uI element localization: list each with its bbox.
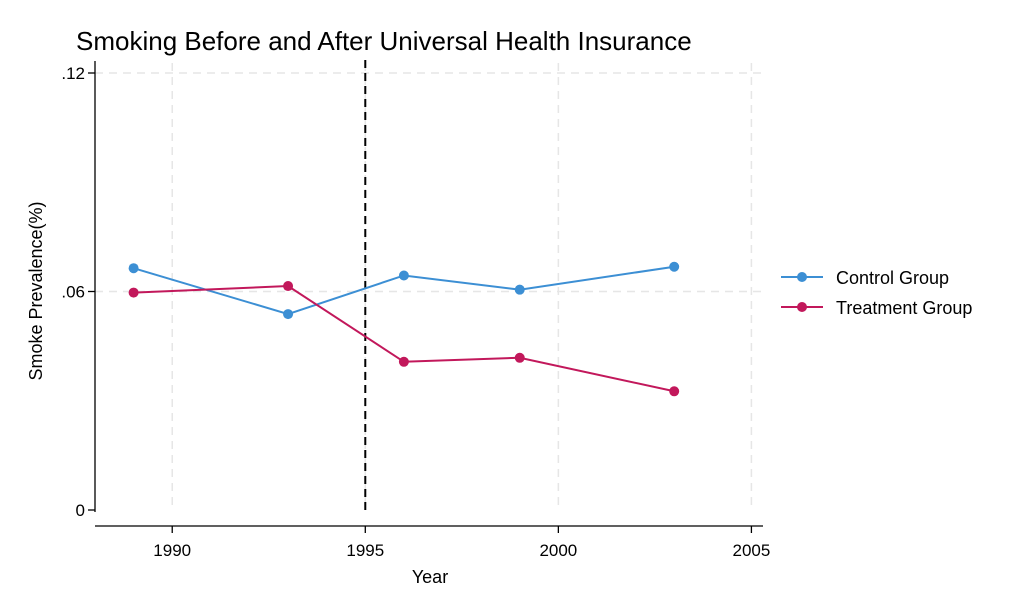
x-tick-label: 2000 [539,541,577,560]
x-tick-label: 2005 [733,541,771,560]
x-tick-label: 1990 [153,541,191,560]
legend: Control Group Treatment Group [781,268,972,318]
data-point [514,352,525,363]
data-point [669,261,680,272]
data-point [128,287,139,298]
data-point [669,386,680,397]
legend-label: Control Group [836,268,949,288]
y-tick-label: .12 [61,64,85,83]
axes: 0 .06 .12 1990 1995 2000 2005 [61,61,770,560]
series-group [128,261,680,397]
legend-swatch-marker [797,272,807,282]
legend-swatch-marker [797,302,807,312]
data-point [283,309,294,320]
data-point [283,281,294,292]
x-tick-label: 1995 [346,541,384,560]
grid-lines [95,63,763,510]
chart-title: Smoking Before and After Universal Healt… [76,26,692,56]
data-point [398,356,409,367]
y-tick-label: .06 [61,283,85,302]
y-tick-label: 0 [76,501,85,520]
y-axis-title: Smoke Prevalence(%) [26,201,46,380]
x-axis-title: Year [412,567,448,587]
data-point [514,284,525,295]
data-point [398,270,409,281]
legend-label: Treatment Group [836,298,972,318]
data-point [128,263,139,274]
